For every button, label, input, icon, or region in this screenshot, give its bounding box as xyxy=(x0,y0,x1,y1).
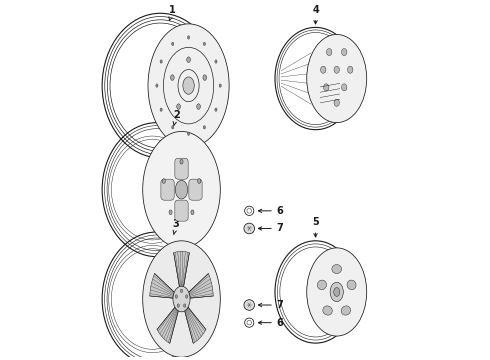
Ellipse shape xyxy=(180,159,183,164)
Ellipse shape xyxy=(183,77,194,94)
Ellipse shape xyxy=(173,286,190,312)
Ellipse shape xyxy=(203,42,205,46)
Ellipse shape xyxy=(188,36,190,39)
Ellipse shape xyxy=(215,108,217,111)
Text: 5: 5 xyxy=(312,217,319,237)
Ellipse shape xyxy=(175,180,188,199)
Polygon shape xyxy=(157,307,178,343)
Ellipse shape xyxy=(342,84,347,91)
Ellipse shape xyxy=(180,289,183,293)
Text: 6: 6 xyxy=(258,318,284,328)
Ellipse shape xyxy=(143,241,220,357)
Ellipse shape xyxy=(341,306,351,315)
FancyBboxPatch shape xyxy=(175,158,188,179)
Ellipse shape xyxy=(244,223,254,234)
Ellipse shape xyxy=(143,131,220,248)
Ellipse shape xyxy=(320,66,326,73)
Ellipse shape xyxy=(172,126,174,129)
Ellipse shape xyxy=(334,99,340,106)
Ellipse shape xyxy=(307,35,367,123)
Ellipse shape xyxy=(334,288,340,296)
Text: 3: 3 xyxy=(173,219,180,235)
Ellipse shape xyxy=(347,280,356,290)
Ellipse shape xyxy=(175,295,177,298)
Ellipse shape xyxy=(332,265,342,274)
Text: 6: 6 xyxy=(258,206,284,216)
Ellipse shape xyxy=(184,304,186,307)
Ellipse shape xyxy=(177,104,180,109)
Ellipse shape xyxy=(347,66,353,73)
FancyBboxPatch shape xyxy=(189,179,202,200)
Ellipse shape xyxy=(160,60,162,63)
Ellipse shape xyxy=(187,57,191,62)
Ellipse shape xyxy=(323,306,332,315)
FancyBboxPatch shape xyxy=(175,200,188,221)
Ellipse shape xyxy=(244,300,254,310)
Ellipse shape xyxy=(160,108,162,111)
Ellipse shape xyxy=(177,304,179,307)
Ellipse shape xyxy=(318,280,326,290)
Polygon shape xyxy=(173,251,189,287)
Ellipse shape xyxy=(197,104,200,109)
Ellipse shape xyxy=(203,126,205,129)
Ellipse shape xyxy=(148,24,229,147)
Ellipse shape xyxy=(188,132,190,135)
Polygon shape xyxy=(185,307,206,343)
Text: 7: 7 xyxy=(258,224,284,234)
Ellipse shape xyxy=(330,282,343,302)
Ellipse shape xyxy=(323,84,329,91)
Ellipse shape xyxy=(169,210,172,215)
Ellipse shape xyxy=(197,179,201,183)
Ellipse shape xyxy=(203,75,207,80)
Ellipse shape xyxy=(191,210,194,215)
Text: 4: 4 xyxy=(312,5,319,24)
Polygon shape xyxy=(150,274,174,298)
Ellipse shape xyxy=(219,84,221,87)
FancyBboxPatch shape xyxy=(161,179,174,200)
Ellipse shape xyxy=(215,60,217,63)
Ellipse shape xyxy=(172,42,174,46)
Ellipse shape xyxy=(342,49,347,55)
Ellipse shape xyxy=(171,75,174,80)
Polygon shape xyxy=(189,274,213,298)
Ellipse shape xyxy=(156,84,158,87)
Text: 1: 1 xyxy=(169,5,176,21)
Text: 2: 2 xyxy=(173,110,180,126)
Ellipse shape xyxy=(186,295,188,298)
Ellipse shape xyxy=(334,66,340,73)
Ellipse shape xyxy=(162,179,165,183)
Text: 7: 7 xyxy=(258,300,284,310)
Ellipse shape xyxy=(326,49,332,55)
Ellipse shape xyxy=(307,248,367,336)
